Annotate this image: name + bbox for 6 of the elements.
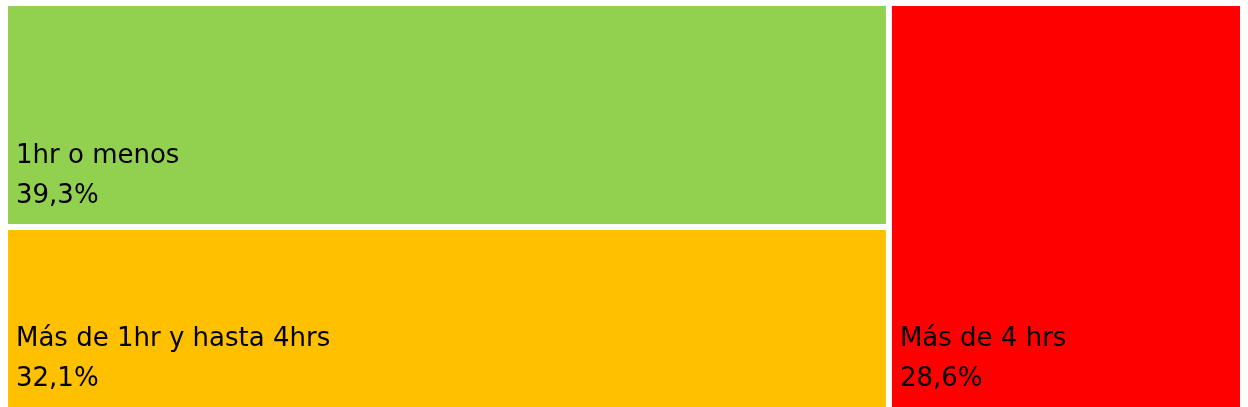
data-label: 32,1% — [16, 362, 99, 392]
category-label: Más de 4 hrs — [899, 322, 1067, 352]
data-label: 28,6% — [899, 362, 983, 392]
data-label: 39,3% — [16, 179, 99, 210]
category-label: 1hr o menos — [16, 139, 180, 170]
category-label: Más de 1hr y hasta 4hrs — [16, 322, 331, 352]
